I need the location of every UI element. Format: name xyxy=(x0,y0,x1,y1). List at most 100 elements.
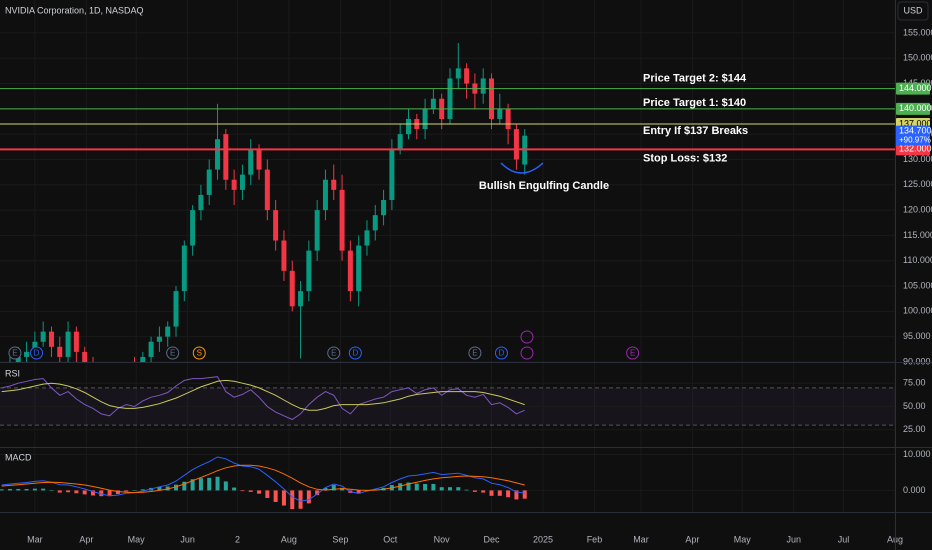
histogram-bar xyxy=(248,490,253,492)
x-tick-label: May xyxy=(734,534,752,544)
level-label: Price Target 2: $144 xyxy=(643,73,747,85)
histogram-bar xyxy=(24,488,29,491)
candle-body xyxy=(281,240,287,271)
candle-body xyxy=(339,189,345,251)
y-tick-label: 155.000 xyxy=(903,27,932,37)
event-icon[interactable] xyxy=(468,346,482,360)
event-icon[interactable] xyxy=(327,346,341,360)
x-tick-label: May xyxy=(128,534,146,544)
histogram-bar xyxy=(431,483,436,491)
event-label: E xyxy=(472,349,477,358)
event-icon[interactable] xyxy=(520,330,534,344)
event-icon[interactable] xyxy=(8,346,22,360)
candle-body xyxy=(513,129,519,160)
histogram-bar xyxy=(57,490,62,493)
histogram-bar xyxy=(423,483,428,491)
candle-body xyxy=(264,169,270,211)
y-tick-label: 25.00 xyxy=(903,424,926,434)
candle-body xyxy=(198,194,204,211)
histogram-bar xyxy=(16,488,21,491)
x-tick-label: 2 xyxy=(235,534,240,544)
candle-body xyxy=(65,331,71,357)
y-tick-label: 110.000 xyxy=(903,255,932,265)
pane-title: MACD xyxy=(5,452,32,462)
histogram-bar xyxy=(157,486,162,491)
candle-body xyxy=(239,174,245,190)
histogram-bar xyxy=(315,490,320,496)
event-label: D xyxy=(34,349,40,358)
histogram-bar xyxy=(439,487,444,491)
price-badge-label: 144.000 xyxy=(899,83,932,93)
histogram-bar xyxy=(74,490,79,494)
event-icon[interactable] xyxy=(520,346,534,360)
histogram-bar xyxy=(207,477,212,491)
x-tick-label: 2025 xyxy=(533,534,553,544)
histogram-bar xyxy=(481,490,486,493)
x-tick-label: Apr xyxy=(79,534,93,544)
histogram-bar xyxy=(273,490,278,502)
histogram-bar xyxy=(489,490,494,496)
price-badge-label: 137.000 xyxy=(899,118,932,128)
candle-body xyxy=(148,341,154,357)
event-icon[interactable] xyxy=(494,346,508,360)
y-tick-label: 105.000 xyxy=(903,280,932,290)
histogram-bar xyxy=(66,490,71,493)
y-tick-label: 75.00 xyxy=(903,378,926,388)
event-icon[interactable] xyxy=(348,346,362,360)
histogram-bar xyxy=(464,489,469,491)
currency: USD xyxy=(903,5,923,15)
annotation: Bullish Engulfing Candle xyxy=(479,180,609,192)
histogram-bar xyxy=(240,490,245,492)
histogram-bar xyxy=(41,488,46,491)
currency-button[interactable] xyxy=(897,1,929,21)
level-label: Entry If $137 Breaks xyxy=(643,125,748,137)
histogram-bar xyxy=(140,489,145,491)
candle-body xyxy=(397,134,403,150)
event-icon[interactable] xyxy=(30,346,44,360)
candle-body xyxy=(464,68,470,84)
indicator-line xyxy=(1,456,525,502)
x-tick-label: Jun xyxy=(786,534,801,544)
candle-body xyxy=(405,118,411,135)
x-tick-label: Dec xyxy=(483,534,500,544)
x-tick-label: Jul xyxy=(838,534,850,544)
last-change: +90.97% xyxy=(899,135,931,144)
histogram-bar xyxy=(356,490,361,494)
candle-body xyxy=(273,210,279,241)
y-tick-label: 95.000 xyxy=(903,331,931,341)
price-badge xyxy=(896,82,930,95)
histogram-bar xyxy=(107,490,112,497)
event-icon[interactable] xyxy=(192,346,206,360)
event-label: E xyxy=(630,349,635,358)
x-tick-label: Aug xyxy=(281,534,297,544)
candle-body xyxy=(215,139,221,170)
candle-body xyxy=(480,78,486,94)
histogram-bar xyxy=(124,490,129,492)
histogram-bar xyxy=(265,490,270,498)
candle-body xyxy=(57,346,63,357)
candle-body xyxy=(356,245,362,292)
x-tick-label: Jun xyxy=(180,534,195,544)
histogram-bar xyxy=(165,486,170,491)
event-icon[interactable] xyxy=(166,346,180,360)
candle-body xyxy=(381,199,387,216)
histogram-bar xyxy=(32,488,37,491)
candle-body xyxy=(15,356,21,362)
histogram-bar xyxy=(522,490,527,499)
histogram-bar xyxy=(456,487,461,491)
candle-body xyxy=(389,149,395,200)
event-icon[interactable] xyxy=(626,346,640,360)
candle-body xyxy=(223,134,229,180)
candle-body xyxy=(24,351,30,357)
indicator-line xyxy=(1,379,525,411)
x-tick-label: Mar xyxy=(27,534,43,544)
candle-body xyxy=(231,179,237,190)
rsi-pane xyxy=(0,363,895,447)
event-label: D xyxy=(499,349,505,358)
candle-body xyxy=(489,78,495,119)
candle-body xyxy=(364,230,370,246)
last-price-badge xyxy=(896,125,930,146)
histogram-bar xyxy=(257,490,262,494)
histogram-bar xyxy=(398,483,403,491)
histogram-bar xyxy=(190,479,195,491)
